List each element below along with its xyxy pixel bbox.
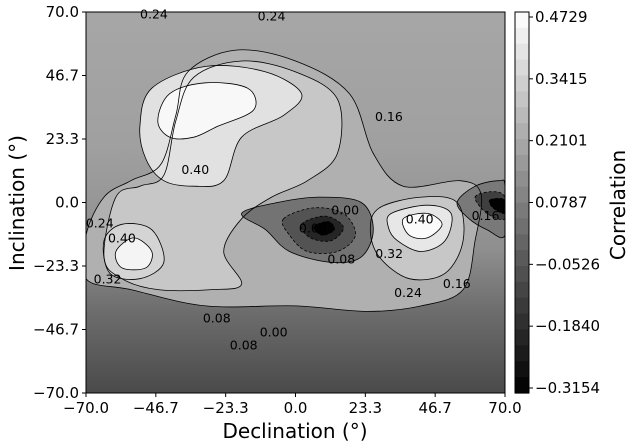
y-tick-label: −23.3 <box>33 257 79 275</box>
contour-line-5 <box>114 237 153 271</box>
y-tick-label: −46.7 <box>33 321 79 339</box>
contour-label-11: 0.32 <box>375 246 403 261</box>
colorbar-band <box>515 377 529 394</box>
colorbar-band <box>515 107 529 124</box>
colorbar-tick-label: −0.0526 <box>535 255 600 273</box>
colorbar-band <box>515 59 529 77</box>
contour-region-8 <box>402 213 443 239</box>
colorbar-band <box>515 186 529 204</box>
contour-label-12: 0.24 <box>394 285 422 300</box>
colorbar-band <box>515 234 529 251</box>
contour-labels: 0.24 0.240.160.400.240.400.320.080.000.08… <box>86 7 500 353</box>
y-axis-label: Inclination (°) <box>5 135 29 271</box>
contour-label-16: 0.00 <box>260 325 288 340</box>
contour-line-8 <box>401 212 443 240</box>
y-tick-label: −70.0 <box>33 384 79 402</box>
contour-line-10 <box>281 207 356 254</box>
contour-line-3 <box>157 82 257 140</box>
colorbar-ticks: 0.4729 0.3415 0.2101 0.0787 −0.0526 −0.1840 −0… <box>529 8 600 397</box>
x-tick-label: 0.0 <box>284 399 308 417</box>
contour-label-7: 0.08 <box>299 220 327 235</box>
contour-line-13 <box>456 179 505 239</box>
x-axis-ticks: −70.0 −46.7 −23.3 0.0 23.3 46.7 70.0 <box>63 393 522 417</box>
colorbar-band <box>515 139 529 156</box>
contour-line-0 <box>86 49 483 312</box>
colorbar-band <box>515 27 529 45</box>
colorbar-band <box>515 297 529 315</box>
colorbar-band <box>515 170 529 188</box>
contour-line-14 <box>474 191 505 221</box>
contour-region-5 <box>115 237 153 270</box>
colorbar-tick-label: 0.4729 <box>535 8 588 26</box>
colorbar-band <box>515 43 529 61</box>
colorbar-band <box>515 266 529 283</box>
colorbar-band <box>515 91 529 108</box>
colorbar-band <box>515 361 529 378</box>
colorbar-band <box>515 345 529 362</box>
x-tick-label: 70.0 <box>488 399 521 417</box>
y-tick-label: 23.3 <box>46 130 79 148</box>
contour-label-3: 0.40 <box>181 162 209 177</box>
y-tick-label: 46.7 <box>46 67 79 85</box>
colorbar-band <box>515 123 529 140</box>
contour-region-12 <box>313 221 335 236</box>
colorbar-band <box>515 202 529 219</box>
contour-label-14: 0.16 <box>472 208 500 223</box>
contour-label-4: 0.24 <box>86 216 114 231</box>
contour-label-8: 0.00 <box>331 203 359 218</box>
contour-label-0: 0.24 <box>140 7 168 22</box>
contour-label-10: 0.40 <box>406 211 434 226</box>
contour-line-1 <box>103 60 343 292</box>
contour-line-12 <box>313 221 335 236</box>
colorbar-tick-label: −0.3154 <box>535 379 600 397</box>
contour-label-15: 0.08 <box>203 311 231 326</box>
y-tick-label: 70.0 <box>46 3 79 21</box>
x-tick-label: −23.3 <box>203 399 249 417</box>
colorbar-tick-label: 0.2101 <box>535 132 588 150</box>
colorbar-band <box>515 329 529 346</box>
colorbar-band <box>515 75 529 92</box>
colorbar-tick-label: −0.1840 <box>535 317 600 335</box>
contour-label-5: 0.40 <box>108 230 136 245</box>
contour-line-7 <box>386 204 453 252</box>
y-axis-ticks: 70.0 46.7 23.3 0.0 −23.3 −46.7 −70.0 <box>33 3 86 402</box>
x-tick-label: 46.7 <box>418 399 451 417</box>
x-axis-label: Declination (°) <box>222 419 367 443</box>
contour-label-9: 0.08 <box>327 252 355 267</box>
colorbar-tick-label: 0.3415 <box>535 70 588 88</box>
contour-lines <box>86 49 505 312</box>
contour-label-1: 0.24 <box>258 9 286 24</box>
contour-line-4 <box>102 223 165 280</box>
colorbar-band <box>515 313 529 331</box>
colorbar-band <box>515 12 529 29</box>
contour-line-15 <box>488 198 505 215</box>
colorbar-bands <box>515 12 529 394</box>
x-tick-label: 23.3 <box>349 399 382 417</box>
contour-label-17: 0.08 <box>230 337 258 352</box>
contour-label-6: 0.32 <box>94 272 122 287</box>
contour-region-15 <box>489 198 505 214</box>
colorbar-band <box>515 218 529 235</box>
contour-line-6 <box>369 196 465 281</box>
colorbar: 0.4729 0.3415 0.2101 0.0787 −0.0526 −0.1840 −0… <box>514 8 630 397</box>
y-tick-label: 0.0 <box>55 194 79 212</box>
colorbar-label: Correlation <box>606 150 630 260</box>
contour-line-2 <box>139 65 303 188</box>
colorbar-band <box>515 281 529 299</box>
contour-label-2: 0.16 <box>375 109 403 124</box>
contour-line-11 <box>300 215 344 242</box>
colorbar-tick-label: 0.0787 <box>535 194 588 212</box>
colorbar-band <box>515 154 529 172</box>
x-tick-label: −46.7 <box>133 399 179 417</box>
contour-line-9 <box>241 196 374 264</box>
colorbar-band <box>515 250 529 267</box>
plot-area: 0.24 0.240.160.400.240.400.320.080.000.08… <box>85 7 506 394</box>
contour-label-13: 0.16 <box>443 276 471 291</box>
x-tick-label: −70.0 <box>63 399 109 417</box>
